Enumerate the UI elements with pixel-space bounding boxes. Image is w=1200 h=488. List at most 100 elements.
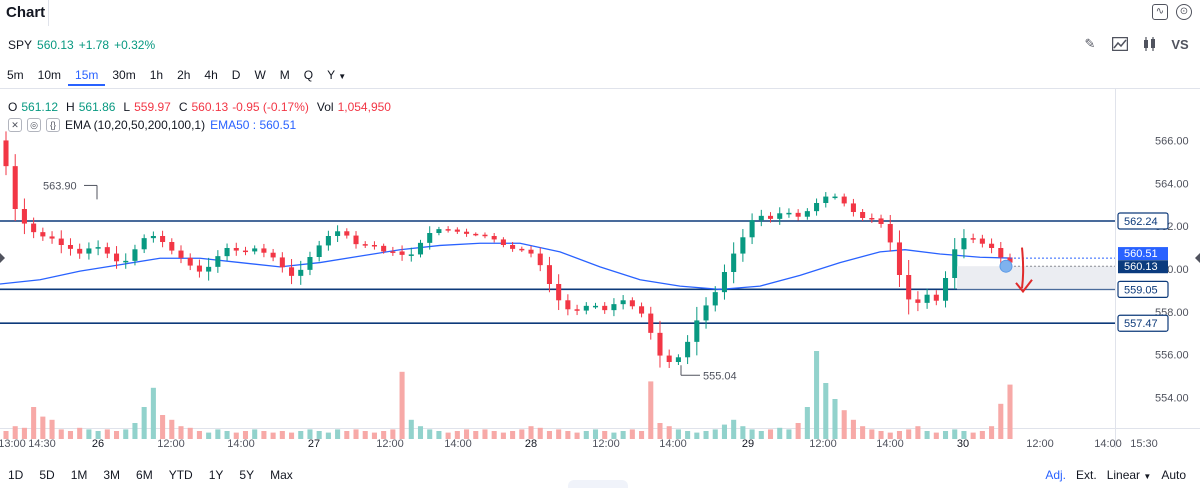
volume-bar [666, 426, 672, 439]
range-ytd[interactable]: YTD [168, 468, 193, 482]
linear-select[interactable]: Linear ▼ [1107, 468, 1152, 482]
tf-15m[interactable]: 15m [68, 66, 106, 86]
ohlc-change: -0.95 (-0.17%) [232, 100, 309, 114]
indicator-name[interactable]: EMA (10,20,50,200,100,1) [65, 118, 206, 132]
candle-body [942, 278, 949, 301]
candle-body [40, 232, 46, 237]
volume-bar [445, 432, 451, 439]
settings-circle-icon[interactable]: ⊙ [1176, 4, 1192, 20]
candle-body [933, 294, 939, 301]
volume-bar [814, 351, 820, 439]
area-chart-icon[interactable] [1112, 36, 1128, 52]
volume-bar [804, 407, 810, 439]
compare-icon[interactable]: VS [1171, 36, 1189, 52]
volume-bar [979, 431, 985, 439]
last-price-label: 560.13 [1124, 261, 1158, 273]
tf-m[interactable]: M [279, 68, 290, 82]
ema-price-tag [1118, 247, 1168, 261]
panel-resize-handle[interactable] [568, 480, 628, 488]
tf-y[interactable]: Y ▼ [320, 66, 353, 86]
candle-body [224, 248, 230, 257]
volume-bar [989, 426, 995, 439]
volume-bar [657, 423, 663, 439]
x-tick-label: 12:00 [376, 438, 404, 450]
chart-window-icon[interactable]: ∿ [1152, 4, 1168, 20]
symbol-bar: SPY 560.13 +1.78 +0.32% [0, 36, 155, 54]
volume-bar [12, 426, 18, 439]
ohlc-l-label: L [123, 100, 131, 114]
volume-bar [906, 429, 912, 439]
close-icon[interactable]: ✕ [8, 118, 22, 132]
volume-bar [998, 403, 1004, 439]
candle-body [749, 220, 755, 238]
volume-bar [1007, 384, 1013, 439]
candle-body [233, 248, 239, 251]
volume-bar [141, 407, 147, 439]
tf-5m[interactable]: 5m [7, 68, 24, 82]
adj-toggle[interactable]: Adj. [1045, 468, 1067, 482]
projection-box [957, 266, 1115, 290]
hline-price-label: 557.47 [1124, 318, 1158, 330]
range-1y[interactable]: 1Y [208, 468, 224, 482]
tf-y-label: Y [327, 68, 335, 82]
range-max[interactable]: Max [270, 468, 293, 482]
x-tick-label: 14:00 [1094, 438, 1122, 450]
x-tick-label: 26 [92, 438, 104, 450]
candles-icon[interactable] [1142, 36, 1158, 52]
chart-toolbar: ✎ VS [1082, 36, 1189, 52]
range-6m[interactable]: 6M [136, 468, 153, 482]
volume-bar [786, 429, 792, 439]
candle-body [12, 166, 18, 209]
tf-10m[interactable]: 10m [37, 68, 62, 82]
volume-bar [758, 431, 764, 439]
tf-4h[interactable]: 4h [204, 68, 218, 82]
tf-w[interactable]: W [254, 68, 266, 82]
volume-bar [970, 432, 976, 439]
tf-2h[interactable]: 2h [177, 68, 191, 82]
tf-1h[interactable]: 1h [149, 68, 164, 82]
candle-body [132, 249, 138, 261]
range-5y[interactable]: 5Y [239, 468, 255, 482]
candle-body [592, 305, 599, 308]
candle-body [335, 231, 341, 236]
candle-body [832, 196, 838, 199]
symbol-ticker[interactable]: SPY [8, 38, 33, 52]
auto-toggle[interactable]: Auto [1161, 468, 1186, 482]
tf-q[interactable]: Q [303, 68, 314, 82]
volume-bar [546, 431, 552, 439]
range-1d[interactable]: 1D [8, 468, 24, 482]
volume-bar [206, 432, 212, 439]
symbol-change: +1.78 [78, 38, 110, 52]
volume-bar [850, 419, 856, 439]
candle-body [58, 238, 64, 245]
down-arrow-icon [1021, 247, 1025, 289]
ema-price-label: 560.51 [1124, 248, 1158, 260]
price-chart[interactable]: 566.00564.00562.00560.00558.00556.00554.… [0, 88, 1200, 460]
hline-price-label: 562.24 [1124, 216, 1158, 228]
candle-body [187, 257, 193, 266]
ohlc-vol-label: Vol [316, 100, 334, 114]
chevron-down-icon: ▼ [338, 72, 347, 81]
candle-body [464, 231, 470, 234]
low-annotation-label: 555.04 [703, 370, 737, 382]
ext-toggle[interactable]: Ext. [1076, 468, 1097, 482]
volume-bar [482, 429, 488, 439]
volume-bar [454, 431, 460, 439]
range-3m[interactable]: 3M [103, 468, 121, 482]
code-icon[interactable]: {} [46, 118, 60, 132]
pencil-icon[interactable]: ✎ [1084, 36, 1096, 51]
ohlc-c-label: C [178, 100, 188, 114]
ohlc-h-label: H [66, 100, 75, 114]
volume-bar [160, 415, 166, 439]
candle-body [878, 218, 884, 224]
range-5d[interactable]: 5D [39, 468, 55, 482]
candle-body [3, 140, 9, 167]
volume-bar [335, 429, 341, 439]
tf-d[interactable]: D [231, 68, 241, 82]
volume-bar [417, 426, 424, 439]
candle-body [436, 229, 442, 233]
candle-body [685, 341, 691, 358]
range-1m[interactable]: 1M [70, 468, 88, 482]
eye-icon[interactable]: ◎ [27, 118, 41, 132]
tf-30m[interactable]: 30m [112, 68, 136, 82]
